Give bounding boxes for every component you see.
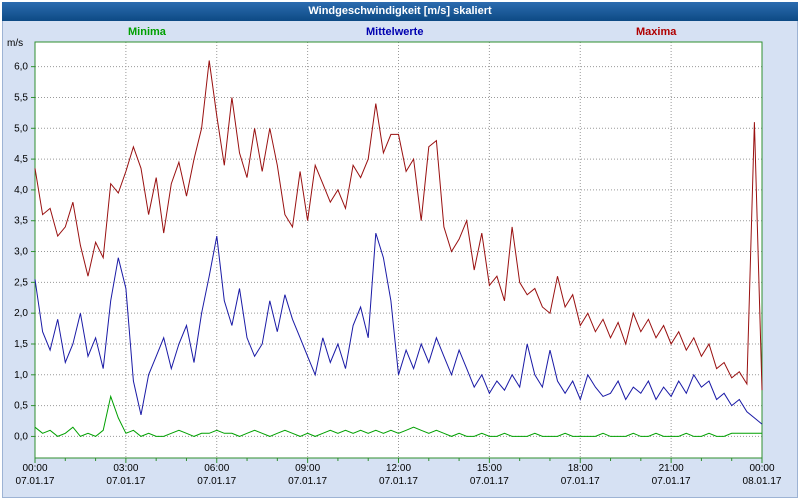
- y-tick-label: 2,0: [14, 308, 28, 319]
- x-date-label: 07.01.17: [106, 476, 145, 487]
- y-tick-label: 1,0: [14, 370, 28, 381]
- series-line-minima: [34, 394, 762, 438]
- y-axis-unit-label: m/s: [7, 38, 24, 49]
- y-tick-label: 2,5: [14, 277, 28, 288]
- title-bar: Windgeschwindigkeit [m/s] skaliert: [2, 2, 798, 21]
- page-title: Windgeschwindigkeit [m/s] skaliert: [308, 5, 492, 17]
- x-time-label: 15:00: [477, 463, 502, 474]
- x-time-label: 03:00: [113, 463, 138, 474]
- y-tick-label: 5,0: [14, 123, 28, 134]
- x-time-label: 21:00: [659, 463, 684, 474]
- y-tick-label: 5,5: [14, 92, 28, 103]
- y-tick-label: 1,5: [14, 339, 28, 350]
- y-tick-label: 6,0: [14, 62, 28, 73]
- x-date-label: 07.01.17: [379, 476, 418, 487]
- x-date-label: 07.01.17: [288, 476, 327, 487]
- y-tick-label: 0,0: [14, 431, 28, 442]
- x-time-label: 09:00: [295, 463, 320, 474]
- x-time-label: 18:00: [568, 463, 593, 474]
- series-line-mittelwerte: [34, 232, 763, 425]
- y-tick-label: 4,5: [14, 154, 28, 165]
- x-time-label: 12:00: [386, 463, 411, 474]
- x-date-label: 07.01.17: [197, 476, 236, 487]
- y-tick-label: 4,0: [14, 185, 28, 196]
- x-time-label: 00:00: [749, 463, 774, 474]
- x-date-label: 07.01.17: [470, 476, 509, 487]
- legend-minima: Minima: [128, 26, 166, 38]
- y-tick-label: 3,0: [14, 247, 28, 258]
- series-line-maxima: [34, 60, 763, 391]
- y-tick-label: 0,5: [14, 401, 28, 412]
- y-tick-label: 3,5: [14, 216, 28, 227]
- legend-mittelwerte: Mittelwerte: [366, 26, 424, 38]
- legend-maxima: Maxima: [636, 26, 677, 38]
- x-date-label: 07.01.17: [16, 476, 55, 487]
- x-date-label: 08.01.17: [743, 476, 782, 487]
- x-date-label: 07.01.17: [652, 476, 691, 487]
- x-date-label: 07.01.17: [561, 476, 600, 487]
- x-time-label: 06:00: [204, 463, 229, 474]
- x-time-label: 00:00: [22, 463, 47, 474]
